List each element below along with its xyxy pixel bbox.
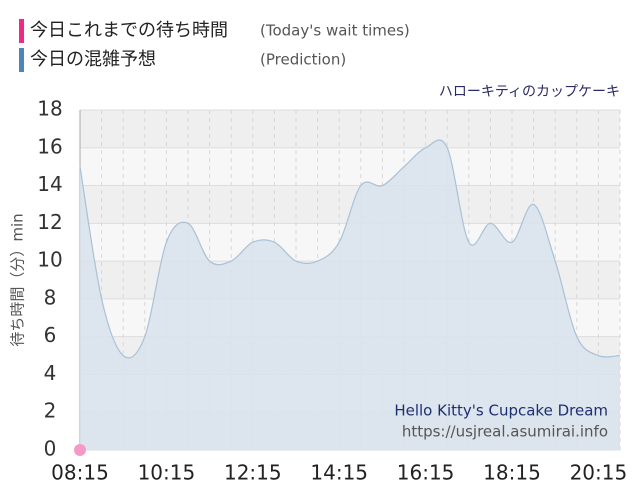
x-tick-label: 18:15 [483,461,541,485]
x-tick-label: 08:15 [51,461,109,485]
plot-band [80,147,620,186]
y-tick-label: 2 [44,399,57,423]
y-tick-label: 6 [44,323,57,347]
y-tick-label: 8 [44,285,57,309]
area [80,140,620,451]
legend-note: (Prediction) [260,51,346,69]
y-tick-label: 12 [37,210,62,234]
y-tick-label: 18 [37,97,62,121]
legend-swatch [19,48,24,72]
x-tick-label: 12:15 [224,461,282,485]
annotation: https://usjreal.asumirai.info [402,423,608,441]
x-tick-label: 16:15 [397,461,455,485]
legend-label: 今日の混雑予想 [30,49,156,70]
y-axis-label: 待ち時間（分）min [9,213,27,346]
annotation: Hello Kitty's Cupcake Dream [394,402,608,420]
legend-swatch [19,19,24,43]
y-tick-label: 16 [37,134,62,158]
y-tick-label: 10 [37,248,62,272]
x-tick-label: 10:15 [138,461,196,485]
x-tick-label: 20:15 [570,461,628,485]
y-tick-label: 0 [44,437,57,461]
x-tick-label: 14:15 [310,461,368,485]
y-tick-label: 4 [44,361,57,385]
plot-band [80,110,620,148]
marker [74,444,86,456]
y-tick-label: 14 [37,172,62,196]
line [79,139,621,359]
legend-label: 今日これまでの待ち時間 [30,20,228,41]
chart-subtitle: ハローキティのカップケーキ [439,84,620,100]
legend-note: (Today's wait times) [260,22,410,40]
